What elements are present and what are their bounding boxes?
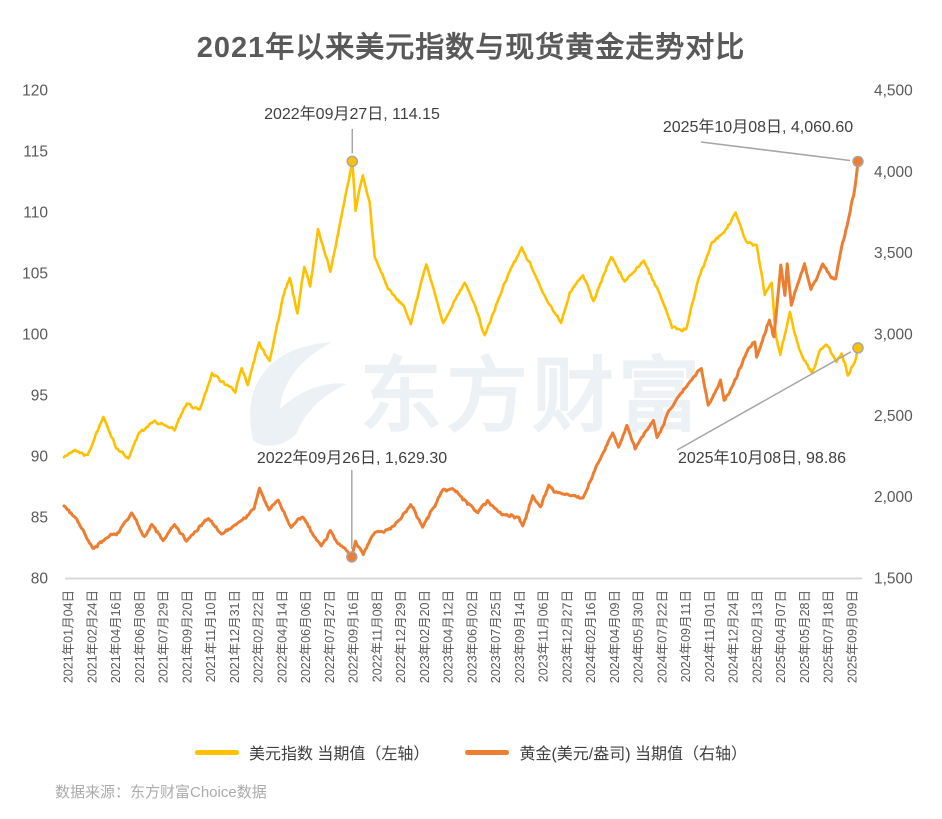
x-axis-label: 2022年02月22日 bbox=[252, 590, 266, 683]
legend-item-gold: 黄金(美元/盎司) 当期值（右轴） bbox=[465, 740, 747, 764]
x-axis-label: 2021年06月08日 bbox=[133, 590, 147, 683]
x-axis-label: 2022年04月14日 bbox=[275, 590, 289, 683]
x-axis-label: 2022年09月16日 bbox=[347, 590, 361, 683]
y-axis-left-label: 110 bbox=[23, 205, 48, 222]
y-axis-left-label: 105 bbox=[22, 266, 48, 283]
y-axis-left-label: 100 bbox=[22, 327, 48, 344]
x-axis-label: 2021年04月16日 bbox=[109, 590, 123, 683]
x-axis-label: 2023年07月25日 bbox=[489, 590, 503, 683]
marker-gold-low bbox=[346, 551, 358, 563]
callout-line-usd-latest bbox=[676, 351, 852, 451]
x-axis-label: 2022年06月06日 bbox=[299, 590, 313, 683]
x-axis-label: 2024年04月09日 bbox=[608, 590, 622, 683]
watermark-logo-icon bbox=[250, 342, 347, 446]
y-axis-left-label: 90 bbox=[31, 449, 49, 466]
gold-line bbox=[62, 160, 860, 559]
y-axis-right-label: 2,500 bbox=[874, 408, 913, 425]
y-axis-left-label: 80 bbox=[31, 571, 49, 588]
x-axis-label: 2025年05月28日 bbox=[798, 590, 812, 683]
legend-item-usd: 美元指数 当期值（左轴） bbox=[194, 740, 430, 764]
x-axis-label: 2025年09月09日 bbox=[846, 590, 860, 683]
callout-line-gold-latest bbox=[700, 141, 851, 162]
usd-line-swatch-icon bbox=[194, 749, 239, 755]
annotation-usd-peak: 2022年09月27日, 114.15 bbox=[264, 106, 440, 123]
x-axis-label: 2024年11月01日 bbox=[703, 590, 717, 682]
x-axis-label: 2021年01月04日 bbox=[62, 590, 76, 683]
y-axis-right-label: 3,500 bbox=[874, 245, 913, 262]
x-axis-label: 2021年07月29日 bbox=[157, 590, 171, 683]
marker-usd-latest bbox=[852, 342, 864, 354]
x-axis-label: 2021年09月20日 bbox=[180, 590, 194, 683]
x-axis-label: 2025年07月18日 bbox=[822, 590, 836, 683]
annotation-gold-low: 2022年09月26日, 1,629.30 bbox=[256, 450, 448, 467]
y-axis-right-label: 4,500 bbox=[874, 83, 913, 100]
x-axis-label: 2024年12月24日 bbox=[727, 590, 741, 683]
y-axis-left-label: 85 bbox=[31, 510, 48, 527]
annotation-usd-latest: 2025年10月08日, 98.86 bbox=[677, 450, 847, 467]
x-axis-label: 2021年02月24日 bbox=[85, 590, 99, 683]
legend: 美元指数 当期值（左轴） 黄金(美元/盎司) 当期值（右轴） bbox=[0, 740, 942, 764]
x-axis-label: 2022年12月29日 bbox=[394, 590, 408, 683]
marker-usd-peak bbox=[346, 155, 359, 168]
x-axis-label: 2024年07月22日 bbox=[655, 590, 669, 683]
y-axis-right-label: 1,500 bbox=[874, 571, 913, 588]
legend-label-usd: 美元指数 当期值（左轴） bbox=[248, 746, 430, 763]
legend-label-gold: 黄金(美元/盎司) 当期值（右轴） bbox=[519, 746, 747, 763]
x-axis-label: 2023年04月12日 bbox=[442, 590, 456, 683]
x-axis-label: 2021年11月10日 bbox=[204, 590, 218, 682]
x-axis-label: 2022年07月27日 bbox=[323, 590, 337, 683]
y-axis-right-label: 4,000 bbox=[874, 164, 913, 181]
x-axis-label: 2024年02月16日 bbox=[584, 590, 598, 683]
y-axis-left-label: 95 bbox=[31, 388, 48, 405]
x-axis-label: 2023年02月20日 bbox=[418, 590, 432, 683]
chart-title: 2021年以来美元指数与现货黄金走势对比 bbox=[196, 32, 746, 64]
y-axis-left-label: 115 bbox=[23, 144, 48, 161]
usd-index-line bbox=[62, 160, 860, 460]
annotation-gold-latest: 2025年10月08日, 4,060.60 bbox=[662, 119, 854, 136]
marker-gold-latest bbox=[852, 155, 864, 168]
x-axis-label: 2025年02月13日 bbox=[750, 590, 764, 683]
x-axis-label: 2023年06月02日 bbox=[465, 590, 479, 683]
y-axis-right-label: 3,000 bbox=[874, 327, 913, 344]
x-axis-label: 2023年12月27日 bbox=[560, 590, 574, 683]
x-axis-label: 2021年12月31日 bbox=[228, 590, 242, 683]
x-axis-label: 2025年04月07日 bbox=[774, 590, 788, 683]
x-axis-label: 2024年09月11日 bbox=[679, 590, 693, 682]
source-note: 数据来源：东方财富Choice数据 bbox=[55, 784, 267, 801]
y-axis-left-label: 120 bbox=[22, 83, 48, 100]
x-axis-label: 2022年11月08日 bbox=[370, 590, 384, 682]
x-axis-label: 2024年05月30日 bbox=[632, 590, 646, 683]
x-axis-label: 2023年11月06日 bbox=[537, 590, 551, 682]
watermark-text: 东方财富 bbox=[360, 351, 704, 442]
gold-line-swatch-icon bbox=[465, 749, 510, 755]
y-axis-right-label: 2,000 bbox=[874, 489, 913, 506]
x-axis-label: 2023年09月14日 bbox=[513, 590, 527, 683]
